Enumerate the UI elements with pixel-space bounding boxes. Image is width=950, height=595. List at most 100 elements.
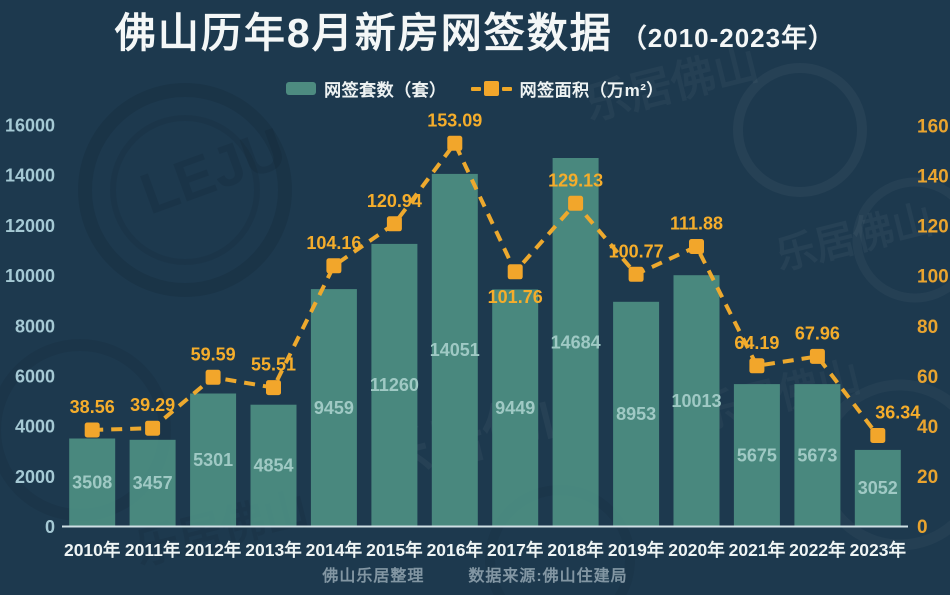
x-axis-label: 2019年 bbox=[608, 540, 665, 560]
bar-2013年 bbox=[250, 404, 297, 527]
line-marker-2020年 bbox=[689, 239, 704, 254]
y-axis-right-tick-label: 160 bbox=[917, 117, 949, 138]
bar-value-label: 9459 bbox=[314, 398, 354, 418]
bar-value-label: 5675 bbox=[737, 445, 777, 465]
line-marker-2017年 bbox=[507, 264, 523, 280]
legend-label-area: 网签面积（万m²） bbox=[519, 81, 664, 100]
area-line-series bbox=[92, 141, 880, 437]
y-axis-right-tick-label: 40 bbox=[917, 417, 938, 438]
y-axis-right-tick-label: 0 bbox=[917, 517, 928, 538]
point-value-label: 120.94 bbox=[367, 191, 422, 211]
point-value-label: 153.09 bbox=[427, 110, 482, 130]
x-axis-label: 2011年 bbox=[125, 540, 181, 560]
y-axis-left-tick-label: 16000 bbox=[5, 116, 55, 136]
x-axis-label: 2013年 bbox=[245, 540, 302, 560]
footer-source: 数据来源:佛山住建局 bbox=[468, 568, 628, 585]
point-value-label: 101.76 bbox=[488, 287, 543, 307]
bar-value-label: 14684 bbox=[551, 332, 601, 352]
point-value-label: 55.51 bbox=[251, 355, 296, 375]
x-axis-label: 2023年 bbox=[850, 540, 907, 560]
x-axis-label: 2014年 bbox=[306, 540, 363, 560]
title-text: 佛山历年8月新房网签数据 bbox=[114, 10, 613, 56]
bar-value-label: 3052 bbox=[858, 478, 898, 498]
point-value-label: 39.29 bbox=[130, 395, 175, 415]
bar-2021年 bbox=[733, 384, 780, 527]
point-value-label: 111.88 bbox=[670, 214, 723, 234]
y-axis-right-tick-label: 120 bbox=[917, 217, 949, 238]
y-axis-right-tick-label: 100 bbox=[917, 267, 949, 288]
y-axis-left-tick-label: 10000 bbox=[5, 266, 55, 286]
bar-2023年 bbox=[854, 449, 901, 527]
point-value-label: 59.59 bbox=[191, 344, 236, 364]
legend-item-area: 网签面积（万m²） bbox=[470, 76, 664, 101]
line-marker-2012年 bbox=[205, 369, 221, 385]
line-marker-2016年 bbox=[447, 135, 463, 151]
bar-value-label: 3457 bbox=[133, 473, 173, 493]
y-axis-left-tick-label: 12000 bbox=[5, 216, 55, 236]
line-series-swatch-icon bbox=[470, 81, 512, 96]
line-marker-2010年 bbox=[84, 422, 100, 438]
line-marker-2018年 bbox=[568, 195, 584, 211]
x-axis-label: 2016年 bbox=[427, 540, 484, 560]
bar-value-label: 5301 bbox=[193, 450, 233, 470]
x-axis-label: 2021年 bbox=[729, 540, 786, 560]
bar-2019年 bbox=[613, 301, 660, 527]
line-marker-2013年 bbox=[266, 380, 281, 396]
bar-value-label: 11260 bbox=[370, 375, 419, 395]
y-axis-left-tick-label: 0 bbox=[45, 517, 55, 537]
bar-value-label: 9449 bbox=[495, 398, 535, 418]
line-marker-2015年 bbox=[386, 216, 402, 232]
bar-2022年 bbox=[794, 384, 841, 527]
point-value-label: 129.13 bbox=[548, 170, 603, 190]
bar-value-label: 3508 bbox=[72, 473, 112, 493]
bar-2015年 bbox=[371, 243, 418, 527]
bar-2020年 bbox=[673, 275, 720, 527]
bar-2012年 bbox=[190, 393, 237, 527]
chart-legend: 网签套数（套） 网签面积（万m²） bbox=[0, 76, 950, 101]
bar-2014年 bbox=[310, 289, 357, 527]
bar-2017年 bbox=[492, 289, 539, 527]
y-axis-left-tick-label: 2000 bbox=[15, 467, 55, 487]
y-axis-left-tick-label: 4000 bbox=[15, 417, 55, 437]
legend-label-units: 网签套数（套） bbox=[324, 81, 447, 100]
bar-value-label: 10013 bbox=[671, 391, 721, 411]
title-year-range: （2010-2023年） bbox=[620, 23, 836, 54]
y-axis-left-tick-label: 8000 bbox=[15, 316, 55, 336]
line-marker-2021年 bbox=[749, 358, 765, 374]
x-axis-label: 2015年 bbox=[366, 540, 423, 560]
footer-credit: 佛山乐居整理 bbox=[322, 568, 425, 585]
x-axis-label: 2017年 bbox=[487, 540, 544, 560]
x-axis-label: 2020年 bbox=[668, 540, 725, 560]
y-axis-left-tick-label: 6000 bbox=[15, 366, 55, 386]
line-marker-2022年 bbox=[809, 348, 825, 364]
point-value-label: 104.16 bbox=[306, 233, 361, 253]
bar-series-swatch-icon bbox=[286, 82, 317, 95]
line-marker-2011年 bbox=[145, 420, 161, 436]
line-marker-2014年 bbox=[326, 258, 342, 274]
page-title: 佛山历年8月新房网签数据 （2010-2023年） bbox=[0, 8, 950, 59]
point-value-label: 67.96 bbox=[795, 323, 840, 343]
bar-2011年 bbox=[129, 439, 176, 527]
bar-2016年 bbox=[431, 173, 478, 527]
chart-footer: 佛山乐居整理 数据来源:佛山住建局 bbox=[0, 562, 950, 586]
bar-value-label: 14051 bbox=[430, 340, 480, 360]
line-marker-2023年 bbox=[870, 428, 886, 443]
bar-value-label: 4854 bbox=[253, 456, 293, 476]
bar-2010年 bbox=[69, 438, 116, 527]
y-axis-left-tick-label: 14000 bbox=[5, 166, 55, 186]
point-value-label: 38.56 bbox=[70, 397, 115, 417]
y-axis-right-tick-label: 20 bbox=[917, 467, 938, 488]
y-axis-right-tick-label: 140 bbox=[917, 167, 949, 188]
x-axis-label: 2012年 bbox=[185, 540, 242, 560]
line-marker-2019年 bbox=[628, 266, 644, 282]
point-value-label: 100.77 bbox=[609, 241, 664, 261]
point-value-label: 36.34 bbox=[875, 403, 920, 423]
point-value-label: 64.19 bbox=[734, 333, 779, 353]
bar-value-label: 8953 bbox=[616, 404, 656, 424]
x-axis-label: 2022年 bbox=[789, 540, 846, 560]
y-axis-right-tick-label: 60 bbox=[917, 367, 938, 388]
y-axis-right-tick-label: 80 bbox=[917, 317, 938, 338]
x-axis-label: 2010年 bbox=[64, 540, 121, 560]
